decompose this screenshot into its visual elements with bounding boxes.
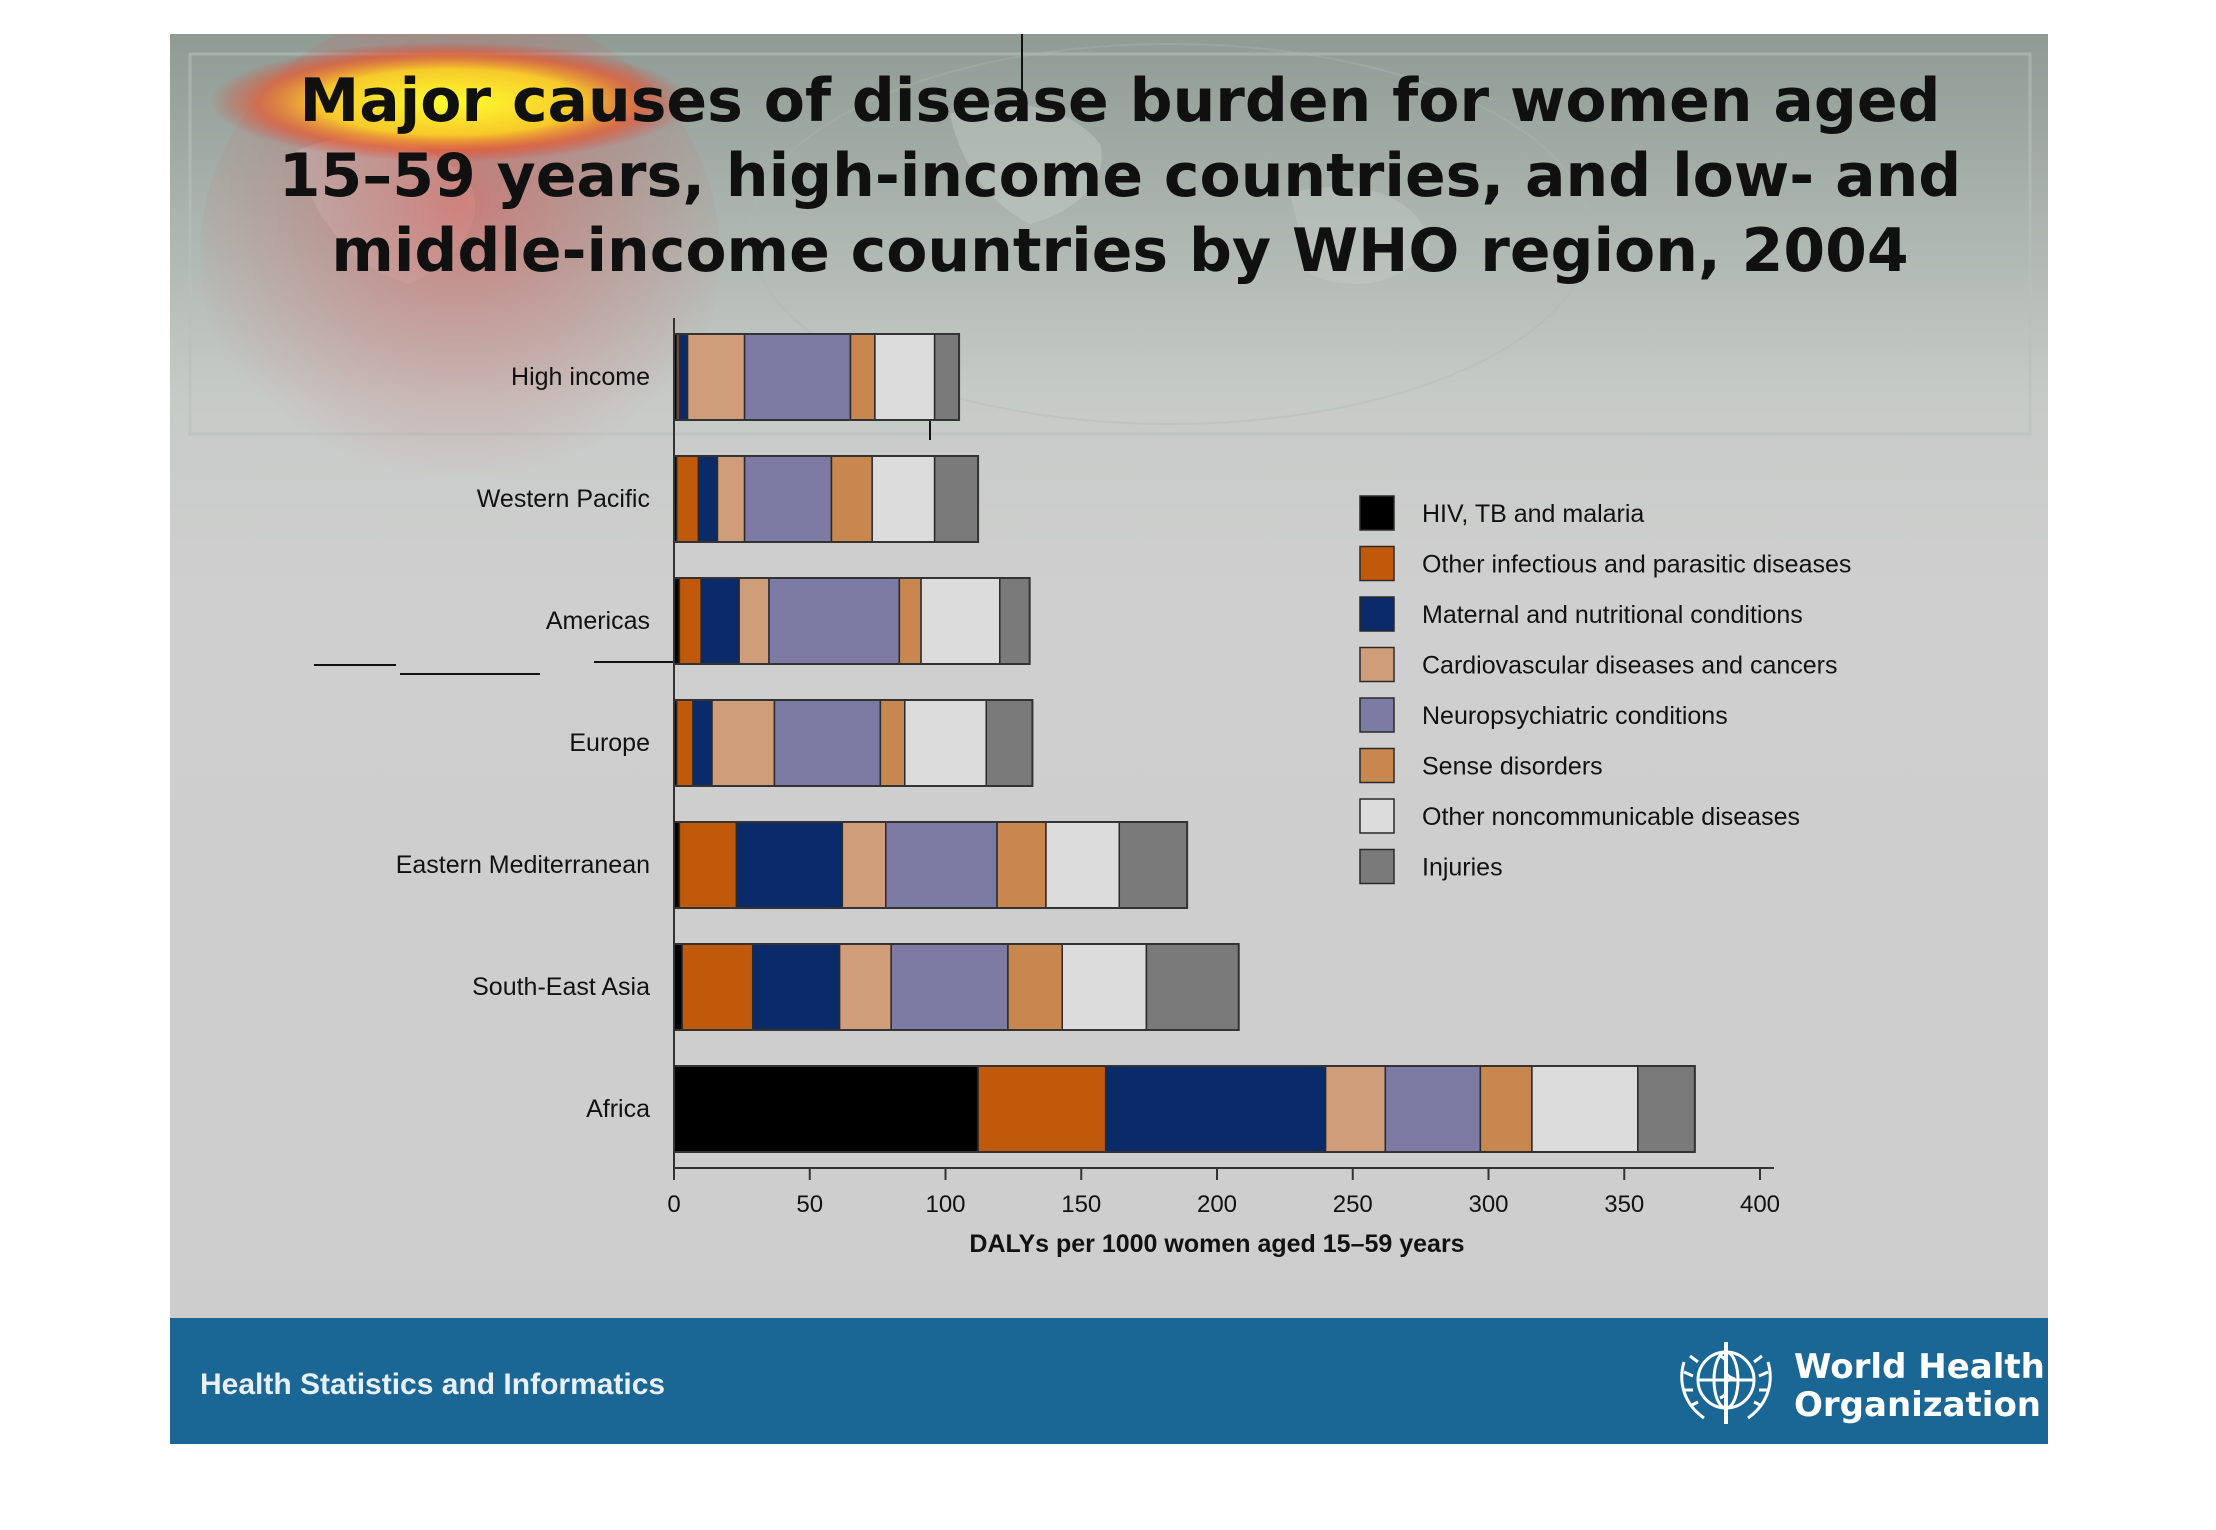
who-wordmark-line1: World Health	[1794, 1347, 2045, 1387]
footer-department-label: Health Statistics and Informatics	[200, 1368, 666, 1401]
category-label: Europe	[569, 729, 650, 757]
bar-segment	[898, 577, 922, 665]
bar-segment	[675, 699, 694, 787]
bar-segment	[933, 455, 979, 543]
bar-segment	[1145, 943, 1240, 1031]
legend-swatch	[1359, 798, 1395, 834]
bar-segment	[1007, 943, 1063, 1031]
x-tick-label: 0	[667, 1191, 680, 1218]
who-wordmark-line2: Organization	[1794, 1385, 2042, 1425]
legend-label: Other infectious and parasitic diseases	[1422, 551, 1851, 579]
x-axis: 0 50 100 150 200 250 300 350 400 DALYs per 1000 w…	[667, 318, 1780, 1258]
legend-label: Injuries	[1422, 854, 1503, 882]
footer-bar: Health Statistics and Informatics World …	[170, 1318, 2048, 1444]
bar-segment	[738, 577, 770, 665]
category-labels: High income Western Pacific Americas Europe…	[396, 363, 650, 1123]
bar-segment	[890, 943, 1009, 1031]
bars-layer	[673, 333, 1696, 1153]
bar-segment	[1104, 1065, 1327, 1153]
bar-segment	[735, 821, 844, 909]
legend-swatch	[1359, 646, 1395, 683]
x-tick-label: 150	[1061, 1191, 1101, 1218]
bar-segment	[838, 943, 892, 1031]
legend-label: HIV, TB and malaria	[1422, 500, 1644, 528]
legend-swatch	[1359, 545, 1395, 582]
chart-title: Major causes of disease burden for women…	[278, 66, 1962, 286]
bar-segment	[697, 455, 719, 543]
bar-segment	[678, 333, 689, 421]
bar-segment	[1531, 1065, 1639, 1153]
bar-segment	[686, 333, 746, 421]
bar-segment	[1118, 821, 1188, 909]
legend-label: Other noncommunicable diseases	[1422, 803, 1800, 831]
bar-segment	[678, 821, 738, 909]
who-wordmark: World Health Organization	[1794, 1348, 2045, 1424]
bar-segment	[773, 699, 882, 787]
bar-segment	[768, 577, 901, 665]
x-tick-label: 200	[1197, 1191, 1237, 1218]
bar-segment	[1324, 1065, 1387, 1153]
bar-segment	[1384, 1065, 1482, 1153]
bar-segment	[933, 333, 960, 421]
bar-segment	[904, 699, 987, 787]
bar-segment	[841, 821, 887, 909]
bar-segment	[977, 1065, 1107, 1153]
category-label: Eastern Mediterranean	[396, 851, 650, 879]
legend-swatch	[1359, 747, 1395, 784]
bar-segment	[985, 699, 1034, 787]
bar-segment	[879, 699, 906, 787]
bar-segment	[1045, 821, 1121, 909]
legend-label: Maternal and nutritional conditions	[1422, 601, 1803, 629]
category-label: South-East Asia	[472, 973, 650, 1001]
category-label: Africa	[586, 1095, 650, 1123]
legend: HIV, TB and malaria Other infectious and …	[1359, 495, 1851, 885]
bar-segment	[675, 455, 700, 543]
bar-segment	[743, 455, 833, 543]
bar-segment	[996, 821, 1047, 909]
x-tick-label: 300	[1468, 1191, 1508, 1218]
bar-segment	[1479, 1065, 1533, 1153]
x-tick-label: 100	[925, 1191, 965, 1218]
x-tick-label: 250	[1333, 1191, 1373, 1218]
bar-segment	[885, 821, 998, 909]
bar-segment	[673, 1065, 979, 1153]
x-tick-label: 350	[1604, 1191, 1644, 1218]
bar-segment	[1637, 1065, 1696, 1153]
bar-segment	[692, 699, 713, 787]
bar-segment	[711, 699, 776, 787]
legend-label: Neuropsychiatric conditions	[1422, 702, 1728, 730]
bar-segment	[751, 943, 841, 1031]
x-tick-label: 50	[796, 1191, 823, 1218]
legend-swatch	[1359, 495, 1395, 531]
bar-segment	[700, 577, 740, 665]
category-label: High income	[511, 363, 650, 391]
bar-segment	[1061, 943, 1148, 1031]
bar-segment	[678, 577, 702, 665]
bar-segment	[716, 455, 746, 543]
legend-swatch	[1359, 848, 1395, 885]
x-tick-label: 400	[1740, 1191, 1780, 1218]
bar-segment	[920, 577, 1001, 665]
legend-swatch	[1359, 596, 1395, 632]
bar-segment	[830, 455, 873, 543]
bar-segment	[871, 455, 936, 543]
legend-label: Sense disorders	[1422, 753, 1603, 781]
bar-segment	[743, 333, 852, 421]
bar-segment	[999, 577, 1031, 665]
category-label: Western Pacific	[477, 485, 650, 513]
bar-segment	[874, 333, 936, 421]
who-emblem-icon	[1680, 1342, 1772, 1424]
bar-segment	[673, 943, 683, 1031]
bar-segment	[681, 943, 754, 1031]
x-axis-title: DALYs per 1000 women aged 15–59 years	[969, 1230, 1464, 1258]
legend-swatch	[1359, 697, 1395, 733]
legend-label: Cardiovascular diseases and cancers	[1422, 652, 1838, 680]
bar-segment	[849, 333, 876, 421]
category-label: Americas	[546, 607, 650, 635]
